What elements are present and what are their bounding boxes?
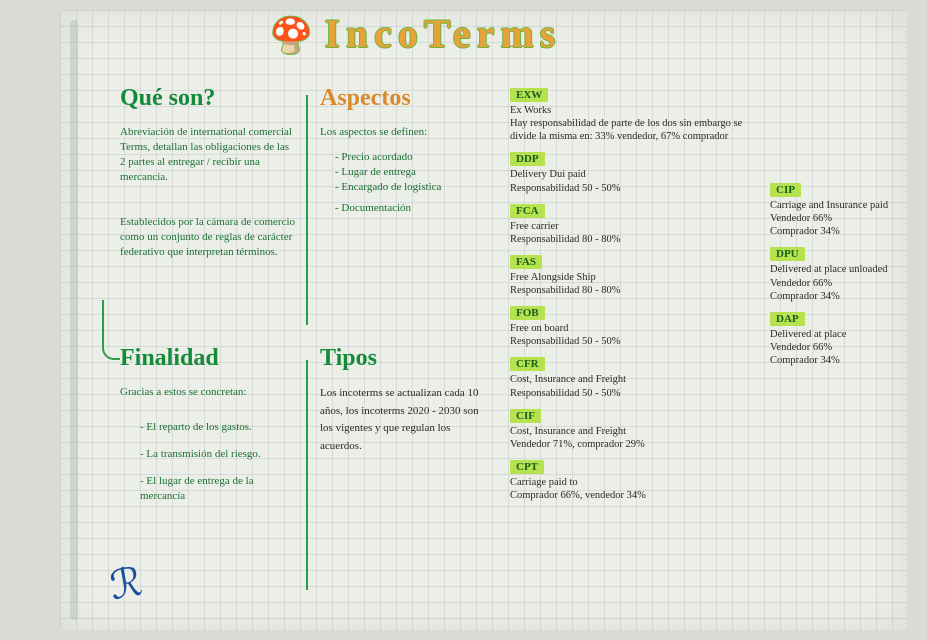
left-margin — [70, 20, 78, 620]
incoterm-exw: EXW Ex WorksHay responsabilidad de parte … — [510, 85, 760, 143]
que-son-p2: Establecidos por la cámara de comercio c… — [120, 215, 295, 260]
finalidad-item: - El lugar de entrega de la mercancía — [140, 474, 300, 504]
mushroom-icon: 🍄 — [270, 18, 318, 55]
incoterm-tag: DDP — [510, 152, 545, 166]
aspectos-item: - Precio acordado — [335, 150, 485, 165]
page-title: 🍄IncoTerms — [270, 10, 561, 57]
aspectos-item: - Lugar de entrega — [335, 165, 485, 180]
incoterm-fca: FCA Free carrierResponsabilidad 80 - 80% — [510, 201, 760, 246]
incoterm-cfr: CFR Cost, Insurance and FreightResponsabi… — [510, 354, 760, 399]
arrow-finalidad — [102, 300, 120, 360]
incoterm-dpu: DPU Delivered at place unloadedVendedor 6… — [770, 244, 900, 302]
finalidad-intro: Gracias a estos se concretan: — [120, 385, 295, 400]
terms-column-left: EXW Ex WorksHay responsabilidad de parte … — [510, 85, 760, 508]
divider-2 — [306, 360, 308, 590]
incoterm-tag: EXW — [510, 88, 548, 102]
heading-que-son: Qué son? — [120, 85, 215, 112]
incoterm-ddp: DDP Delivery Dui paidResponsabilidad 50 -… — [510, 149, 760, 194]
divider-1 — [306, 95, 308, 325]
incoterm-body: Delivery Dui paidResponsabilidad 50 - 50… — [510, 168, 760, 194]
incoterm-body: Carriage paid toComprador 66%, vendedor … — [510, 476, 760, 502]
incoterm-tag: FAS — [510, 255, 542, 269]
tipos-body: Los incoterms se actualizan cada 10 años… — [320, 385, 485, 455]
title-text: IncoTerms — [324, 11, 561, 56]
incoterm-tag: CIF — [510, 409, 541, 423]
incoterm-cpt: CPT Carriage paid toComprador 66%, vended… — [510, 457, 760, 502]
incoterm-fob: FOB Free on boardResponsabilidad 50 - 50% — [510, 303, 760, 348]
heading-finalidad: Finalidad — [120, 345, 219, 372]
finalidad-item: - El reparto de los gastos. — [140, 420, 300, 435]
finalidad-item: - La transmisión del riesgo. — [140, 447, 300, 462]
incoterm-body: Free Alongside ShipResponsabilidad 80 - … — [510, 271, 760, 297]
incoterm-body: Delivered at place unloadedVendedor 66%C… — [770, 263, 900, 302]
incoterm-cip: CIP Carriage and Insurance paidVendedor 6… — [770, 180, 900, 238]
que-son-p1: Abreviación de international comercial T… — [120, 125, 295, 184]
incoterm-cif: CIF Cost, Insurance and FreightVendedor 7… — [510, 406, 760, 451]
incoterm-tag: CPT — [510, 460, 544, 474]
aspectos-item: - Documentación — [335, 201, 485, 216]
incoterm-tag: CIP — [770, 183, 801, 197]
incoterm-tag: CFR — [510, 357, 545, 371]
incoterm-tag: FOB — [510, 306, 545, 320]
incoterm-body: Cost, Insurance and FreightResponsabilid… — [510, 373, 760, 399]
finalidad-items: - El reparto de los gastos. - La transmi… — [140, 420, 300, 503]
incoterm-body: Free on boardResponsabilidad 50 - 50% — [510, 322, 760, 348]
incoterm-body: Delivered at placeVendedor 66%Comprador … — [770, 328, 900, 367]
incoterm-tag: FCA — [510, 204, 545, 218]
aspectos-item: - Encargado de logística — [335, 180, 485, 195]
terms-column-right: CIP Carriage and Insurance paidVendedor 6… — [770, 180, 900, 373]
incoterm-body: Ex WorksHay responsabilidad de parte de … — [510, 104, 760, 143]
incoterm-body: Carriage and Insurance paidVendedor 66%C… — [770, 199, 900, 238]
incoterm-dap: DAP Delivered at placeVendedor 66%Comprad… — [770, 309, 900, 367]
incoterm-tag: DPU — [770, 247, 805, 261]
heading-aspectos: Aspectos — [320, 85, 411, 112]
incoterm-fas: FAS Free Alongside ShipResponsabilidad 80… — [510, 252, 760, 297]
aspectos-items: - Precio acordado - Lugar de entrega - E… — [335, 150, 485, 215]
incoterm-body: Free carrierResponsabilidad 80 - 80% — [510, 220, 760, 246]
incoterm-tag: DAP — [770, 312, 805, 326]
incoterm-body: Cost, Insurance and FreightVendedor 71%,… — [510, 425, 760, 451]
aspectos-intro: Los aspectos se definen: — [320, 125, 480, 140]
heading-tipos: Tipos — [320, 345, 377, 372]
